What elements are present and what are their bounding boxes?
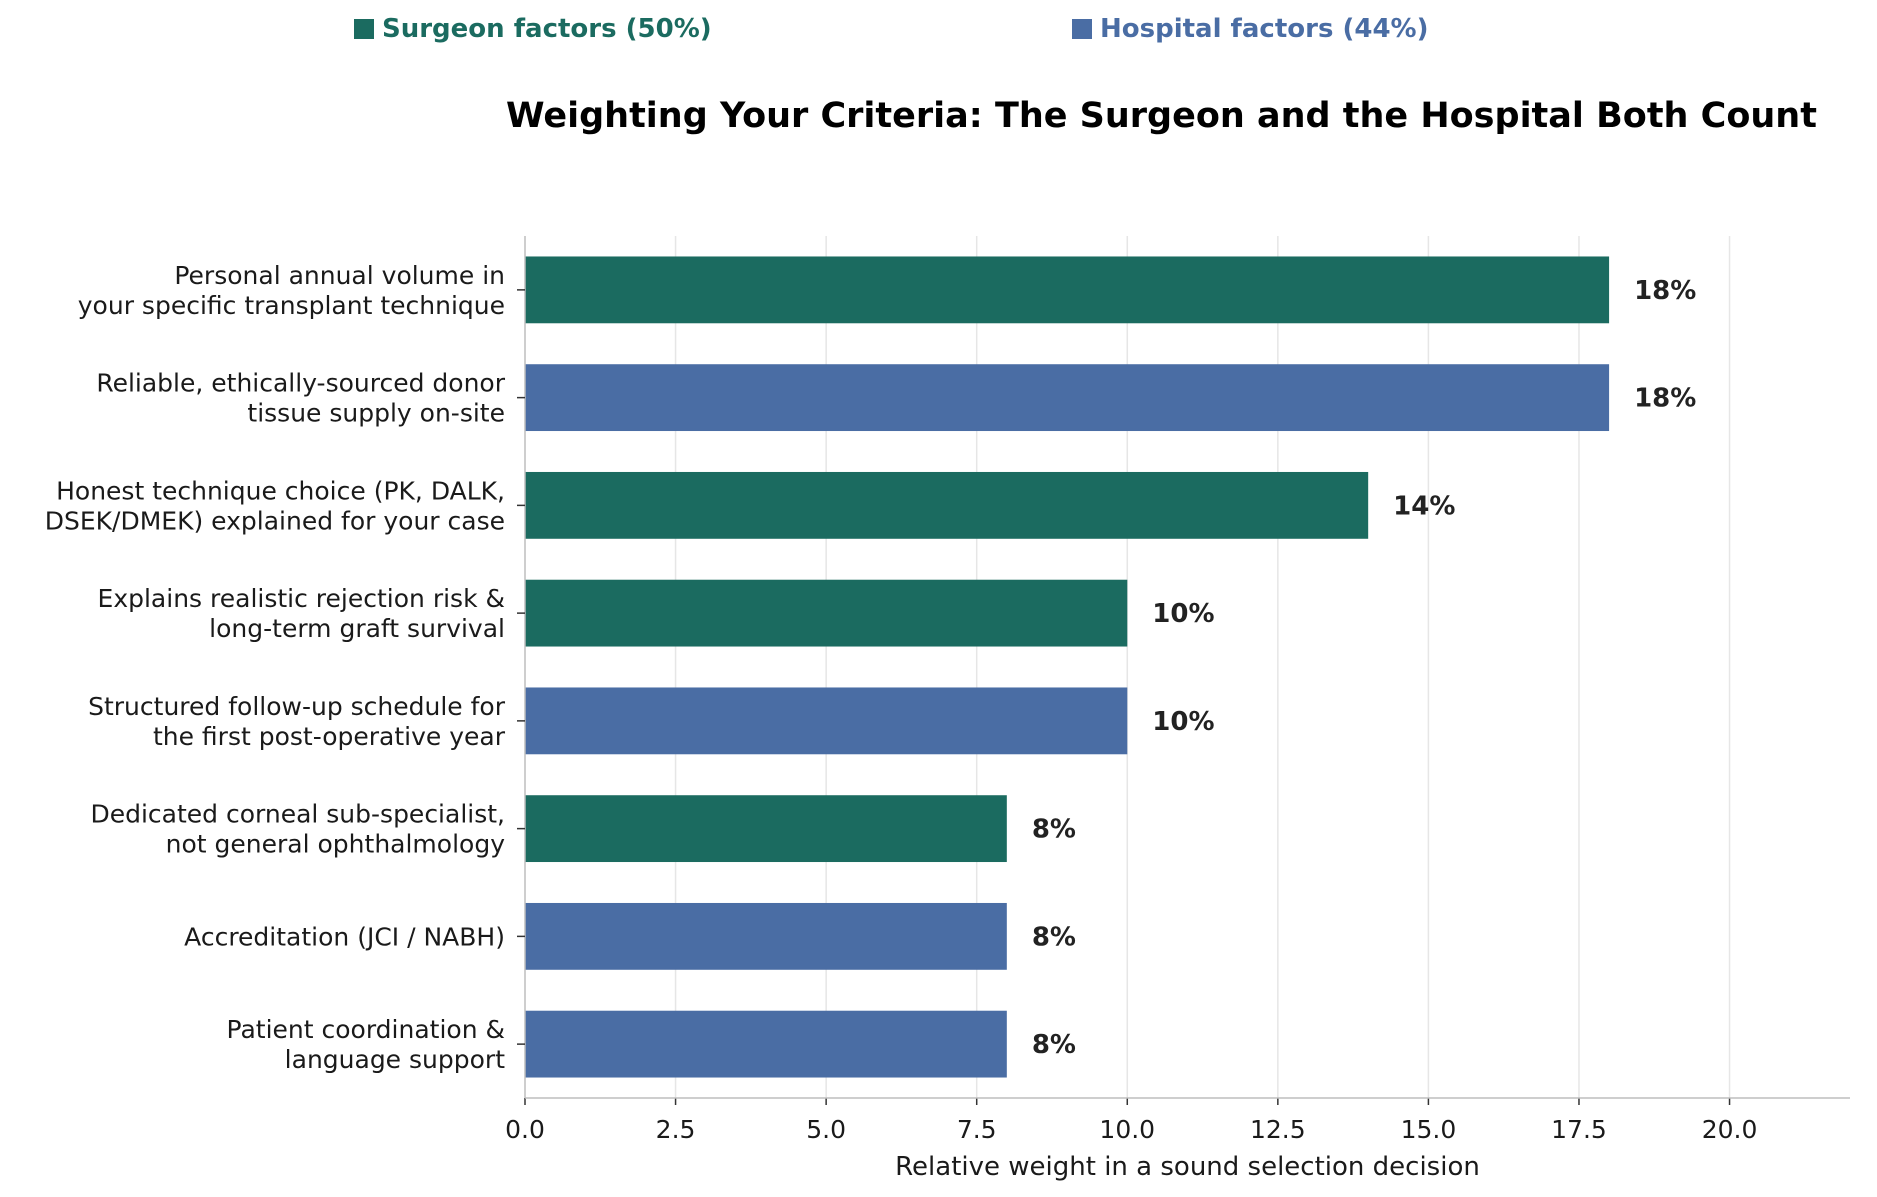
x-tick-label: 2.5 — [656, 1115, 696, 1144]
labels: 18% Personal annual volume in your specifi… — [45, 261, 1697, 1074]
category-label-line: your specific transplant technique — [78, 291, 505, 320]
chart-title: Weighting Your Criteria: The Surgeon and… — [506, 96, 1817, 136]
data-label: 18% — [1634, 276, 1696, 306]
data-label: 8% — [1032, 922, 1076, 952]
category-label-line: Structured follow-up schedule for — [88, 692, 506, 721]
legend-hospital-label: Hospital factors (44%) — [1100, 14, 1429, 44]
category-label-line: tissue supply on-site — [247, 399, 505, 428]
x-tick-label: 10.0 — [1099, 1115, 1155, 1144]
category-label: Patient coordination & language support — [227, 1015, 506, 1074]
data-label: 10% — [1152, 707, 1214, 737]
x-axis-label: Relative weight in a sound selection dec… — [895, 1152, 1480, 1182]
x-tick-label: 12.5 — [1250, 1115, 1306, 1144]
data-label: 8% — [1032, 1030, 1076, 1060]
legend-surgeon: Surgeon factors (50%) — [354, 14, 712, 44]
category-label: Honest technique choice (PK, DALK, DSEK/D… — [45, 476, 505, 535]
bar — [525, 364, 1610, 432]
data-label: 8% — [1032, 815, 1076, 845]
category-label-line: language support — [285, 1045, 506, 1074]
bar — [525, 795, 1007, 863]
legend-surgeon-label: Surgeon factors (50%) — [382, 14, 712, 44]
axes: 0.0 2.5 5.0 7.5 10.0 12.5 15.0 17.5 20.0 — [505, 236, 1850, 1144]
category-label-line: Reliable, ethically-sourced donor — [96, 369, 505, 398]
x-tick-label: 17.5 — [1551, 1115, 1607, 1144]
category-label: Explains realistic rejection risk & long-… — [98, 584, 505, 643]
bar — [525, 1010, 1007, 1078]
data-label: 14% — [1393, 491, 1455, 521]
bar — [525, 902, 1007, 970]
category-label: Accreditation (JCI / NABH) — [184, 922, 505, 951]
category-label-line: Explains realistic rejection risk & — [98, 584, 505, 613]
legend-hospital: Hospital factors (44%) — [1072, 14, 1428, 44]
category-label-line: not general ophthalmology — [166, 830, 506, 859]
category-label-line: DSEK/DMEK) explained for your case — [45, 506, 505, 535]
data-label: 18% — [1634, 384, 1696, 414]
x-tick-label: 20.0 — [1702, 1115, 1758, 1144]
category-label-line: Honest technique choice (PK, DALK, — [56, 476, 505, 505]
bar — [525, 687, 1128, 755]
category-label-line: Patient coordination & — [227, 1015, 505, 1044]
category-label-line: Personal annual volume in — [174, 261, 505, 290]
x-tick-label: 0.0 — [505, 1115, 545, 1144]
x-tick-label: 5.0 — [806, 1115, 846, 1144]
x-tick-label: 15.0 — [1401, 1115, 1457, 1144]
bar — [525, 579, 1128, 647]
bar — [525, 471, 1369, 539]
category-label: Structured follow-up schedule for the fir… — [88, 692, 506, 751]
category-label-line: Accreditation (JCI / NABH) — [184, 922, 505, 951]
bar — [525, 256, 1610, 324]
category-label-line: the first post-operative year — [153, 722, 506, 751]
bar-chart: 0.0 2.5 5.0 7.5 10.0 12.5 15.0 17.5 20.0 18% Pers… — [45, 236, 1850, 1144]
category-label-line: Dedicated corneal sub-specialist, — [90, 800, 505, 829]
category-label: Personal annual volume in your specific t… — [78, 261, 505, 320]
category-label: Reliable, ethically-sourced donor tissue … — [96, 369, 505, 428]
legend-hospital-swatch — [1072, 19, 1092, 39]
category-label: Dedicated corneal sub-specialist, not gen… — [90, 800, 505, 859]
data-label: 10% — [1152, 599, 1214, 629]
bars — [525, 256, 1610, 1078]
category-label-line: long-term graft survival — [209, 614, 505, 643]
legend-surgeon-swatch — [354, 19, 374, 39]
x-tick-label: 7.5 — [957, 1115, 997, 1144]
